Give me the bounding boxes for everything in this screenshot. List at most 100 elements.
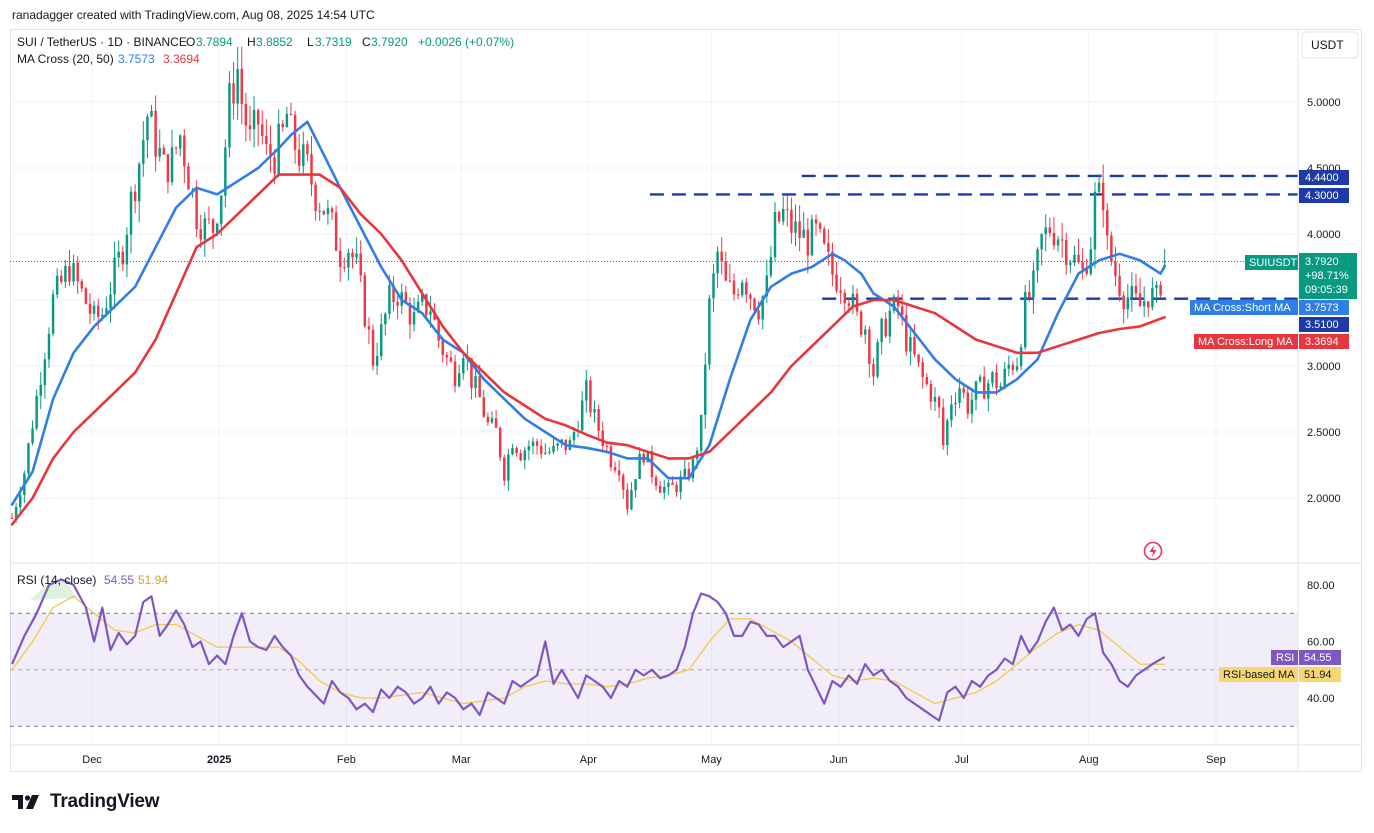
candle-up [384,313,387,325]
candle-up [634,479,637,491]
candle-down [121,251,125,265]
tradingview-logo[interactable]: TradingView [12,791,160,813]
candle-up [347,252,350,268]
candle-down [1159,285,1162,296]
candle-down [187,166,190,190]
time-tick-label: Jun [830,754,848,766]
candle-down [937,397,941,408]
currency-button[interactable]: USDT [1301,31,1359,59]
flash-icon[interactable] [1143,541,1163,561]
candle-up [35,395,38,429]
candle-down [396,302,399,306]
legend-rsi-ma: 51.94 [138,573,168,587]
candle-up [236,69,239,104]
candle-down [1106,210,1109,236]
candle-up [888,310,892,337]
candle-down [671,482,674,485]
candle-up [220,195,223,224]
candle-up [552,445,555,452]
candle-down [425,294,428,315]
candle-down [351,252,354,258]
candle-down [724,261,728,281]
candle-down [273,157,276,174]
candle-down [1118,276,1121,296]
candle-down [745,282,748,295]
candle-down [777,212,781,222]
candle-up [523,450,527,461]
candle-up [388,285,391,314]
candle-down [941,407,945,446]
legend-ma-long: 3.3694 [163,52,200,66]
level-badge-4300: 4.3000 [1299,188,1349,203]
price-tick-label: 2.0000 [1307,493,1341,505]
candle-up [987,383,990,399]
rsi-tick-label: 80.00 [1307,580,1335,592]
candle-down [1138,293,1142,307]
candle-up [1151,287,1154,308]
candle-up [1019,347,1023,367]
price-badge-value: 3.7920 [1305,256,1339,268]
legend-o-value: 3.7894 [196,35,233,49]
candle-down [855,293,859,312]
candle-down [622,475,625,490]
time-axis: Dec 2025 Feb Mar Apr May Jun Jul Aug Sep [82,754,1225,766]
candle-up [699,414,703,451]
candle-up [142,140,145,164]
candle-down [868,329,871,364]
candle-up [117,251,120,258]
candle-down [174,147,178,149]
candle-up [646,451,650,463]
candle-up [1036,249,1039,271]
candle-down [60,275,63,282]
candle-down [790,209,793,233]
candle-down [589,380,592,413]
candle-up [679,476,682,492]
candle-down [404,292,408,304]
candle-up [933,397,937,402]
candle-up [55,275,59,295]
candle-up [880,318,883,343]
candle-down [818,223,822,229]
legend-rsi-value: 54.55 [104,573,134,587]
candle-up [43,359,47,385]
candle-up [101,314,104,317]
candle-up [630,490,633,510]
grid-lines [10,29,1298,745]
candle-down [363,275,367,327]
candle-down [1134,285,1138,294]
candle-down [1085,269,1088,274]
candle-down [367,326,371,330]
candle-down [494,418,498,428]
time-tick-label: May [701,754,722,766]
candle-down [1081,262,1084,270]
candle-up [991,372,994,384]
candle-down [343,267,346,269]
candle-down [306,144,309,155]
candle-down [1101,182,1105,211]
candle-down [1110,235,1113,262]
horizontal-levels [649,174,1298,300]
candle-up [946,420,949,446]
candle-down [786,208,789,210]
long-ma-badge-value: 3.3694 [1305,336,1339,348]
candle-down [486,416,490,423]
candle-down [310,154,313,185]
candle-down [445,355,449,358]
candle-up [663,486,666,493]
candle-up [851,293,855,306]
candle-down [449,357,453,362]
candle-up [1015,366,1019,371]
candle-down [847,303,851,306]
candle-down [839,290,842,293]
candle-up [125,234,129,265]
legend-h-label: H [247,35,256,49]
candle-down [503,457,506,481]
candle-down [199,229,202,240]
candle-down [835,274,838,291]
candle-up [548,451,551,453]
candle-down [966,392,970,414]
candle-up [970,399,974,414]
candle-up [572,432,576,441]
candle-up [1097,182,1101,192]
